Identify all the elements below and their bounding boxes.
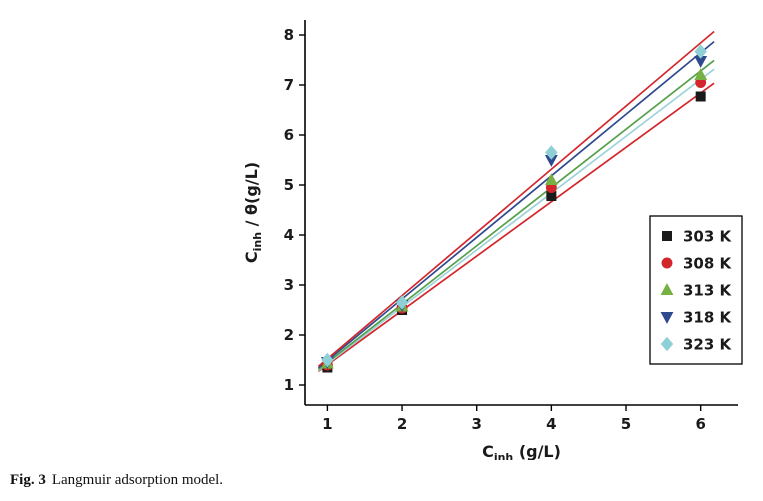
data-point-313K <box>694 68 708 80</box>
legend-marker-303K <box>662 231 672 241</box>
x-axis-title: Cinh (g/L) <box>482 442 561 460</box>
chart-canvas: 1 2 3 4 5 6 1 2 3 4 5 6 7 8 Cinh (g/L) Cinh / θ(g/L) 303… <box>242 20 743 464</box>
x-tick-label: 2 <box>397 415 407 433</box>
legend-label-303K: 303 K <box>683 228 733 246</box>
x-tick-label: 6 <box>695 415 705 433</box>
y-tick-label: 3 <box>284 276 294 294</box>
langmuir-chart: 1 2 3 4 5 6 1 2 3 4 5 6 7 8 Cinh (g/L) Cinh / θ(g/L) 303… <box>242 20 743 464</box>
y-tick-label: 4 <box>284 226 294 244</box>
y-tick-label: 6 <box>284 126 294 144</box>
fit-line-303K <box>317 82 715 373</box>
y-tick-label: 8 <box>284 26 294 44</box>
fit-line-323K <box>317 30 715 368</box>
y-tick-label: 1 <box>284 376 294 394</box>
x-tick-label: 1 <box>322 415 332 433</box>
legend-marker-323K <box>660 336 674 352</box>
y-tick-label: 2 <box>284 326 294 344</box>
legend-label-313K: 313 K <box>683 282 733 300</box>
fit-line-313K <box>317 59 715 371</box>
figure-caption-text: Langmuir adsorption model. <box>51 472 224 488</box>
x-tick-label: 3 <box>471 415 481 433</box>
y-tick-label: 7 <box>284 76 294 94</box>
fit-line-308K <box>317 68 715 372</box>
data-point-313K <box>544 173 558 185</box>
legend-marker-308K <box>661 257 673 269</box>
legend-marker-318K <box>660 312 674 324</box>
data-point-323K <box>694 44 707 59</box>
legend-label-323K: 323 K <box>683 336 733 354</box>
legend-label-318K: 318 K <box>683 309 733 327</box>
y-tick-label: 5 <box>284 176 294 194</box>
legend-label-308K: 308 K <box>683 255 733 273</box>
x-tick-label: 5 <box>621 415 631 433</box>
x-tick-label: 4 <box>546 415 556 433</box>
y-axis-title: Cinh / θ(g/L) <box>242 162 264 263</box>
fit-line-318K <box>317 40 715 369</box>
legend-marker-313K <box>660 283 674 295</box>
data-point-303K <box>695 91 706 102</box>
data-point-323K <box>545 145 558 160</box>
data-point-323K <box>395 295 409 310</box>
figure-caption-label: Fig. 3 <box>10 472 46 488</box>
data-point-323K <box>321 352 334 368</box>
figure-caption: Fig. 3 Langmuir adsorption model. <box>10 472 223 489</box>
